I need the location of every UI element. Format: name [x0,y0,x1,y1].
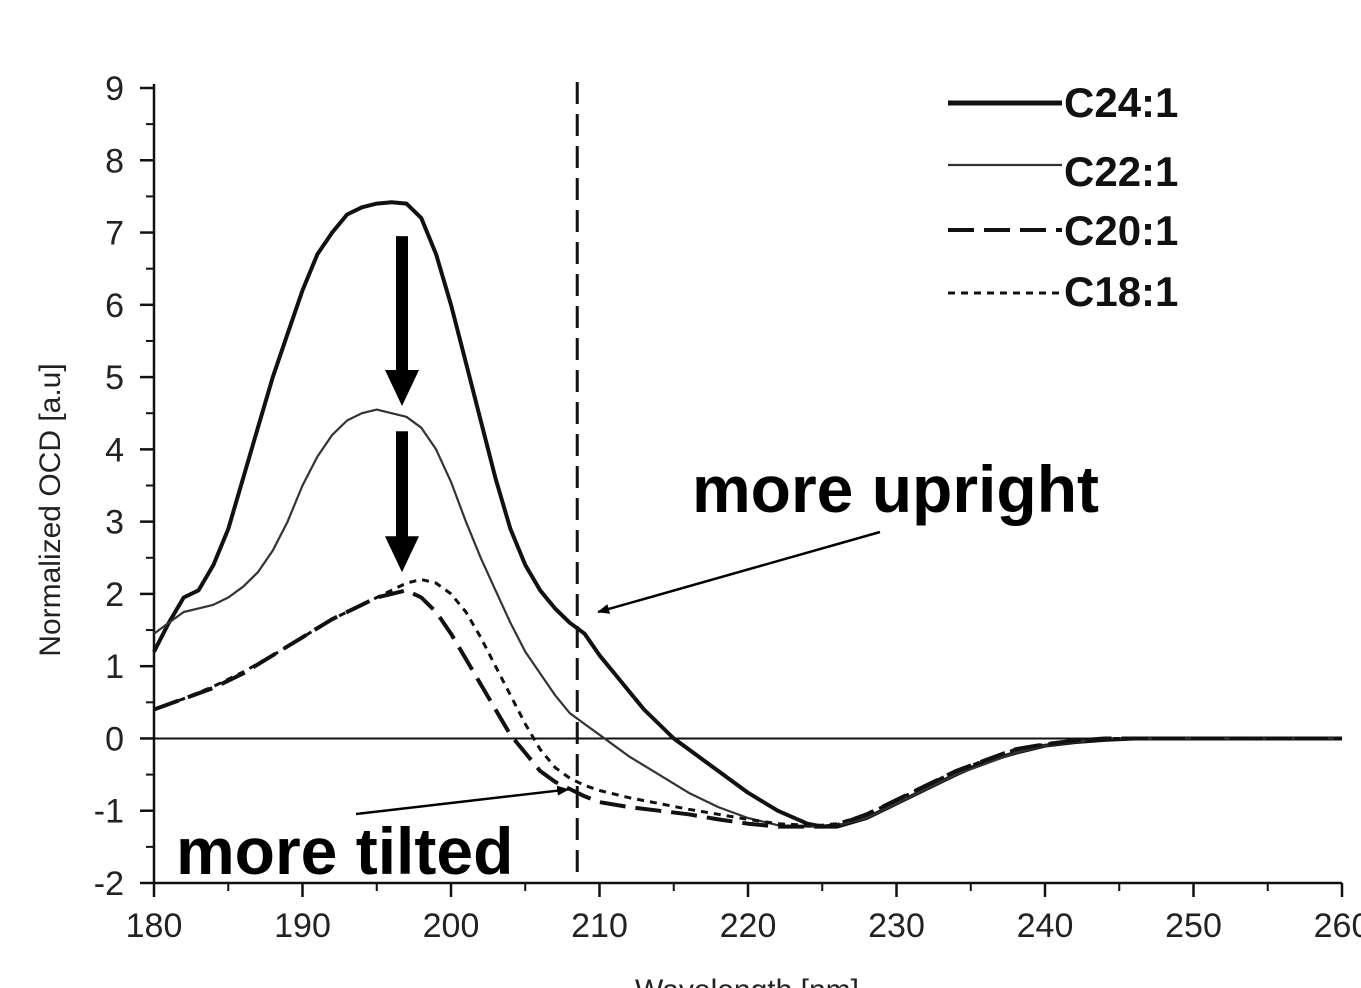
axes-layer: -2 -1 0 1 2 3 4 5 6 7 8 9 180 190 200 210 220 230 240 250 26… [94,70,1361,945]
y-tick-label: 7 [105,215,124,253]
legend-label-c20: C20:1 [1064,207,1178,254]
y-axis-title: Normalized OCD [a.u] [34,363,67,656]
x-axis-title: Wavelength [nm] [635,974,859,988]
legend-label-c22: C22:1 [1064,148,1178,195]
x-tick-label: 240 [1017,907,1074,945]
x-tick-label: 220 [720,907,777,945]
x-tick-label: 190 [274,907,331,945]
y-tick-label: 4 [105,431,124,469]
down-arrow-head [384,370,419,406]
y-tick-label: 3 [105,504,124,542]
y-tick-label: 1 [105,648,124,686]
annotation-more-tilted: more tilted [176,814,513,888]
y-tick-label: -1 [94,793,124,831]
arrow-more-upright [597,530,881,614]
down-arrow-shaft [395,431,408,539]
x-tick-label: 260 [1314,907,1361,945]
down-arrow-head [384,536,419,573]
annotation-layer: more upright more tilted [176,236,1099,888]
annotation-more-upright: more upright [692,452,1099,526]
x-tick-label: 210 [571,907,628,945]
legend: C24:1 C22:1 C20:1 C18:1 [948,79,1178,315]
y-tick-label: 2 [105,576,124,614]
y-tick-label: 8 [105,142,124,180]
y-tick-label: 0 [105,720,124,758]
y-tick-label: 9 [105,70,124,108]
legend-label-c24: C24:1 [1064,79,1178,126]
arrow-more-tilted [355,785,570,816]
x-tick-label: 230 [868,907,925,945]
y-tick-label: -2 [94,865,124,903]
legend-label-c18: C18:1 [1064,268,1178,315]
x-tick-label: 250 [1165,907,1222,945]
x-tick-label: 180 [126,907,183,945]
down-arrow-shaft [395,236,408,372]
y-tick-label: 6 [105,287,124,325]
series-layer [152,200,1342,829]
x-tick-label: 200 [423,907,480,945]
y-tick-label: 5 [105,359,124,397]
series-line-c18-1 [153,578,1342,827]
